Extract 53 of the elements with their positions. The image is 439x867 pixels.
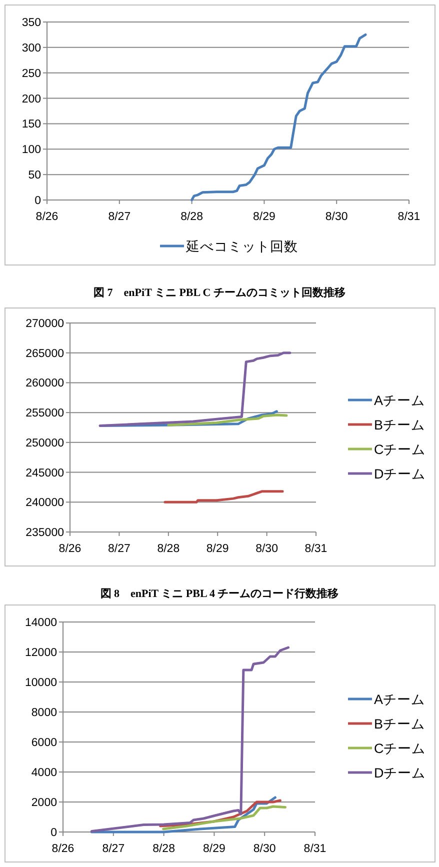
y-tick-label: 250 bbox=[22, 68, 41, 80]
x-tick-label: 8/27 bbox=[108, 211, 131, 223]
y-tick-label: 300 bbox=[22, 42, 41, 54]
legend-label: Dチーム bbox=[374, 466, 426, 482]
y-tick-label: 255000 bbox=[26, 408, 64, 420]
x-tick-label: 8/31 bbox=[398, 211, 420, 223]
legend-label: Bチーム bbox=[374, 716, 426, 732]
x-tick-label: 8/30 bbox=[325, 211, 348, 223]
x-tick-label: 8/26 bbox=[52, 843, 74, 855]
x-tick-label: 8/31 bbox=[304, 543, 328, 555]
y-tick-label: 245000 bbox=[26, 467, 64, 480]
y-tick-label: 14000 bbox=[25, 617, 57, 629]
legend-label: Bチーム bbox=[374, 418, 426, 432]
x-tick-label: 8/28 bbox=[152, 843, 175, 855]
legend-label: Dチーム bbox=[374, 766, 426, 780]
y-tick-label: 235000 bbox=[26, 527, 64, 539]
y-tick-label: 2000 bbox=[31, 797, 57, 809]
y-tick-label: 0 bbox=[34, 195, 41, 207]
legend-label: Cチーム bbox=[374, 741, 426, 756]
x-tick-label: 8/31 bbox=[304, 843, 326, 855]
y-tick-label: 6000 bbox=[31, 737, 57, 749]
y-tick-label: 8000 bbox=[31, 707, 57, 719]
legend-label: Cチーム bbox=[374, 442, 426, 457]
y-tick-label: 240000 bbox=[26, 497, 64, 510]
x-tick-label: 8/30 bbox=[253, 843, 276, 855]
legend-label: Aチーム bbox=[374, 692, 426, 707]
y-tick-label: 100 bbox=[22, 144, 41, 156]
x-tick-label: 8/29 bbox=[253, 211, 276, 223]
legend-label: Aチーム bbox=[374, 393, 426, 408]
y-tick-label: 350 bbox=[22, 17, 41, 29]
y-tick-label: 265000 bbox=[26, 348, 64, 360]
x-tick-label: 8/29 bbox=[203, 843, 226, 855]
x-tick-label: 8/28 bbox=[157, 543, 180, 555]
x-tick-label: 8/26 bbox=[58, 543, 82, 555]
y-tick-label: 0 bbox=[50, 827, 57, 839]
y-tick-label: 270000 bbox=[26, 318, 64, 330]
caption: 図 8 enPiT ミニ PBL 4 チームのコード行数推移 bbox=[100, 587, 339, 600]
y-tick-label: 260000 bbox=[26, 378, 64, 390]
legend-label: 延べコミット回数 bbox=[185, 239, 298, 254]
x-tick-label: 8/27 bbox=[108, 543, 130, 555]
y-tick-label: 12000 bbox=[25, 647, 57, 659]
y-tick-label: 150 bbox=[22, 118, 41, 131]
caption: 図 7 enPiT ミニ PBL C チームのコミット回数推移 bbox=[94, 286, 346, 299]
x-tick-label: 8/28 bbox=[180, 211, 203, 223]
x-tick-label: 8/26 bbox=[36, 211, 58, 223]
y-tick-label: 10000 bbox=[25, 677, 57, 689]
y-tick-label: 200 bbox=[22, 93, 41, 106]
y-tick-label: 250000 bbox=[26, 437, 64, 450]
y-tick-label: 4000 bbox=[31, 767, 57, 779]
x-tick-label: 8/30 bbox=[256, 543, 278, 555]
x-tick-label: 8/29 bbox=[206, 543, 229, 555]
y-tick-label: 50 bbox=[28, 170, 41, 182]
x-tick-label: 8/27 bbox=[102, 843, 125, 855]
